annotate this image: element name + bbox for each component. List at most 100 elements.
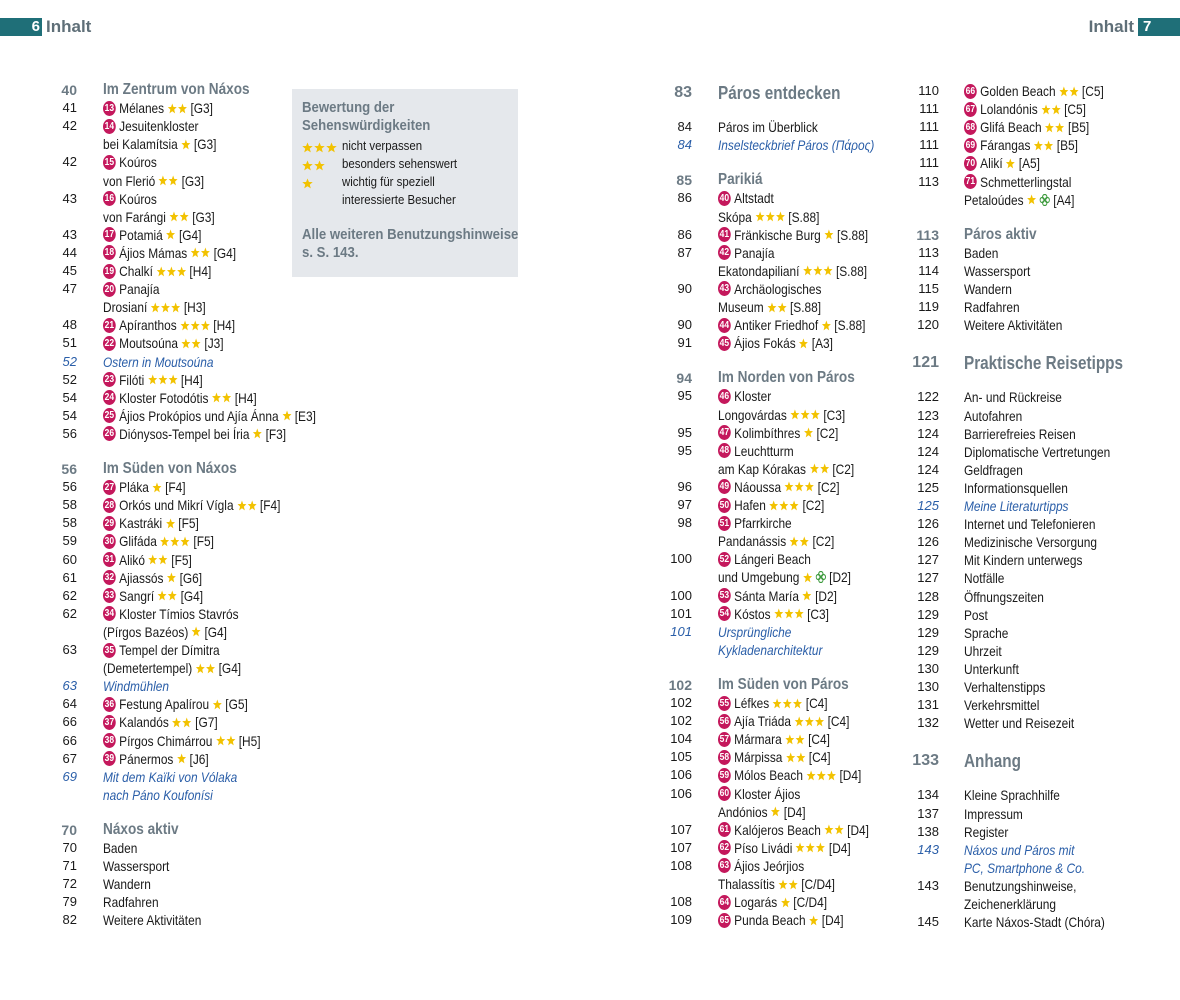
star-rating <box>237 500 257 511</box>
entry-text: 39 Pánermos [J6] <box>103 750 209 768</box>
sight-number: 53 <box>718 588 731 603</box>
page-number: 124 <box>917 425 939 441</box>
entry-text: 66 Golden Beach [C5] <box>964 82 1104 100</box>
entry-label: Mármara <box>734 731 782 748</box>
page-number: 41 <box>62 100 77 116</box>
sight-number: 34 <box>103 606 116 622</box>
map-reference: [G3] <box>192 208 215 225</box>
page-number: 111 <box>919 119 939 135</box>
page-number: 95 <box>677 388 692 404</box>
entry-text: 58 Márpissa [C4] <box>718 748 831 766</box>
map-reference: [D4] <box>828 839 851 856</box>
page-number: 106 <box>670 785 692 801</box>
star-rating <box>181 338 201 349</box>
sight-number: 47 <box>718 425 731 441</box>
star <box>180 320 190 331</box>
entry-text: Register <box>964 823 1008 841</box>
entry-text: Baden <box>964 244 998 262</box>
entry-label: Diplomatische Vertretungen <box>964 443 1111 460</box>
page-number: 85 <box>676 172 692 189</box>
page-number: 145 <box>917 914 939 930</box>
star <box>169 211 179 222</box>
map-reference: [H4] <box>213 317 236 334</box>
entry-label: Kloster Tímios Stavrós <box>119 605 239 622</box>
page-number: 133 <box>912 752 939 770</box>
page-number: 43 <box>62 226 77 242</box>
entry-label: Im Zentrum von Náxos <box>103 81 250 98</box>
entry-text: Karte Náxos-Stadt (Chóra) <box>964 913 1105 931</box>
page-number: 84 <box>677 137 692 153</box>
star <box>282 410 292 421</box>
star-rating <box>1059 86 1079 97</box>
entry-text: Wassersport <box>964 262 1030 280</box>
sight-number: 41 <box>718 227 731 243</box>
entry-label: Apíranthos <box>119 317 177 334</box>
map-reference: [F4] <box>259 497 281 514</box>
star <box>779 500 789 510</box>
entry-text: 21 Apíranthos [H4] <box>103 316 235 334</box>
sight-number: 44 <box>718 317 731 333</box>
star-rating <box>147 374 178 385</box>
entry-label: Moutsoúna <box>119 335 179 352</box>
page-number: 63 <box>62 642 77 657</box>
star <box>813 265 823 276</box>
entry-text: (Pírgos Bazéos) [G4] <box>103 623 227 641</box>
entry-label: Schmetterlingstal <box>980 173 1072 190</box>
entry-label: Lolandónis <box>980 101 1038 118</box>
entry-text: Páros im Überblick <box>718 118 818 136</box>
sight-number: 39 <box>103 751 116 767</box>
entry-label: Koúros <box>119 190 157 207</box>
star-rating <box>774 608 804 619</box>
entry-text: Longovárdas [C3] <box>718 406 845 424</box>
entry-text: 34 Kloster Tímios Stavrós <box>103 605 239 623</box>
star-rating <box>190 247 211 258</box>
star <box>216 735 225 746</box>
star-rating <box>785 734 805 745</box>
entry-text: 70 Alikí [A5] <box>964 154 1040 172</box>
entry-text: 24 Kloster Fotodótis [H4] <box>103 389 257 407</box>
sight-number: 42 <box>718 245 731 261</box>
sight-number: 33 <box>103 588 116 604</box>
star <box>195 663 205 673</box>
page-number: 70 <box>62 840 77 855</box>
page-number: 71 <box>62 858 77 874</box>
page-number: 101 <box>670 605 692 621</box>
legend-text: nicht verpassen <box>342 138 423 153</box>
page-number: 143 <box>917 877 939 893</box>
star <box>816 842 826 853</box>
star <box>179 211 189 222</box>
entry-label: Orkós und Mikrí Vígla <box>119 497 234 514</box>
sight-number: 38 <box>103 733 116 748</box>
entry-text: 29 Kastráki [F5] <box>103 514 199 532</box>
star-rating <box>172 717 192 728</box>
star-rating <box>755 211 785 222</box>
star-rating <box>1006 158 1016 169</box>
star-rating <box>150 302 181 313</box>
entry-label: Pfarrkirche <box>734 515 792 532</box>
entry-label: Mit dem Kaïki von Vólaka <box>103 768 238 785</box>
map-reference: [G6] <box>179 569 203 586</box>
star <box>172 717 182 728</box>
entry-label: Mit Kindern unterwegs <box>964 552 1083 569</box>
star <box>302 160 313 171</box>
star-rating <box>778 879 798 890</box>
map-reference: [D4] <box>847 821 869 838</box>
star <box>314 160 325 171</box>
entry-text: 19 Chalkí [H4] <box>103 262 211 280</box>
map-reference: [C5] <box>1081 83 1104 99</box>
entry-label: Geldfragen <box>964 461 1023 478</box>
entry-label: Páros im Überblick <box>718 119 818 136</box>
section-title: Páros aktiv <box>964 226 1037 244</box>
page-number: 102 <box>670 695 692 710</box>
sight-number: 31 <box>103 552 116 567</box>
map-reference: [D4] <box>783 803 806 820</box>
entry-text: 63 Ájios Jeórjios <box>718 857 804 875</box>
star <box>834 824 844 835</box>
star <box>161 302 171 313</box>
legend-stars <box>302 158 325 176</box>
star-rating <box>167 572 176 583</box>
sight-number: 65 <box>718 912 731 928</box>
page-number: 137 <box>917 805 939 821</box>
sight-number: 18 <box>103 245 116 261</box>
map-reference: [A5] <box>1018 155 1040 172</box>
